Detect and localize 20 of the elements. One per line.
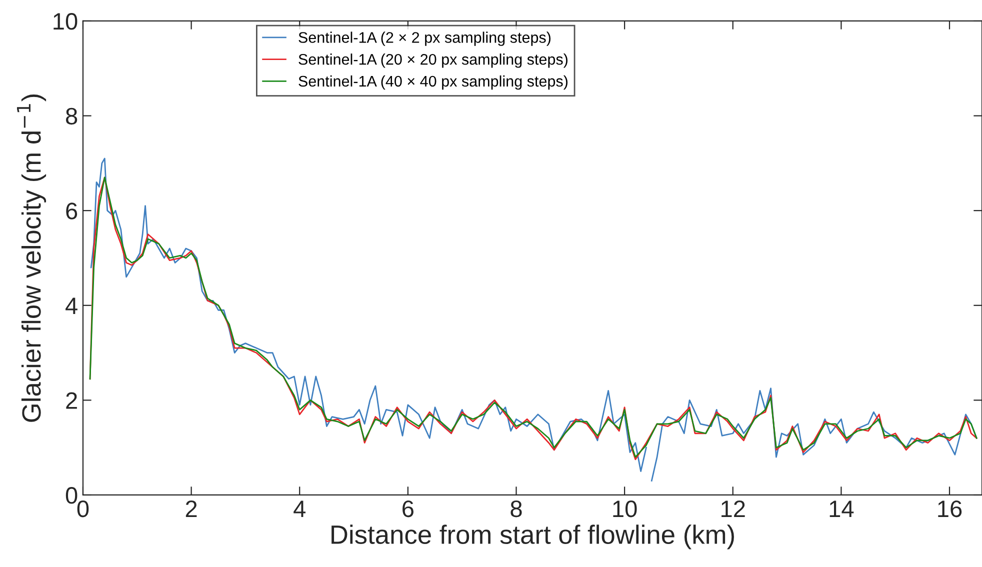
y-tick-label: 8 bbox=[66, 108, 78, 125]
x-tick-label: 6 bbox=[402, 500, 414, 518]
x-tick-label: 10 bbox=[613, 500, 637, 518]
y-tick-label: 4 bbox=[66, 298, 78, 314]
x-axis-title: Distance from start of flowline (km) bbox=[332, 524, 734, 550]
y-tick-label: 6 bbox=[66, 202, 78, 220]
y-tick-label: 10 bbox=[54, 13, 78, 30]
x-tick-label: 16 bbox=[938, 500, 962, 518]
x-tick-label: 0 bbox=[77, 500, 89, 518]
x-tick-label: 8 bbox=[510, 500, 522, 518]
y-tick-label: 0 bbox=[66, 487, 78, 504]
x-tick-label: 4 bbox=[294, 500, 306, 517]
x-tick-label: 14 bbox=[830, 500, 854, 517]
y-axis-title: Glacier flow velocity (m d$^{−1}$) bbox=[17, 94, 46, 422]
legend-label: Sentinel-1A (40 × 40 px sampling steps) bbox=[298, 75, 568, 90]
x-tick-label: 12 bbox=[722, 500, 745, 517]
legend-label: Sentinel-1A (2 × 2 px sampling steps) bbox=[298, 32, 550, 46]
y-tick-label: 2 bbox=[66, 392, 77, 409]
legend-label: Sentinel-1A (20 × 20 px sampling steps) bbox=[298, 54, 568, 68]
x-tick-label: 2 bbox=[186, 500, 197, 517]
